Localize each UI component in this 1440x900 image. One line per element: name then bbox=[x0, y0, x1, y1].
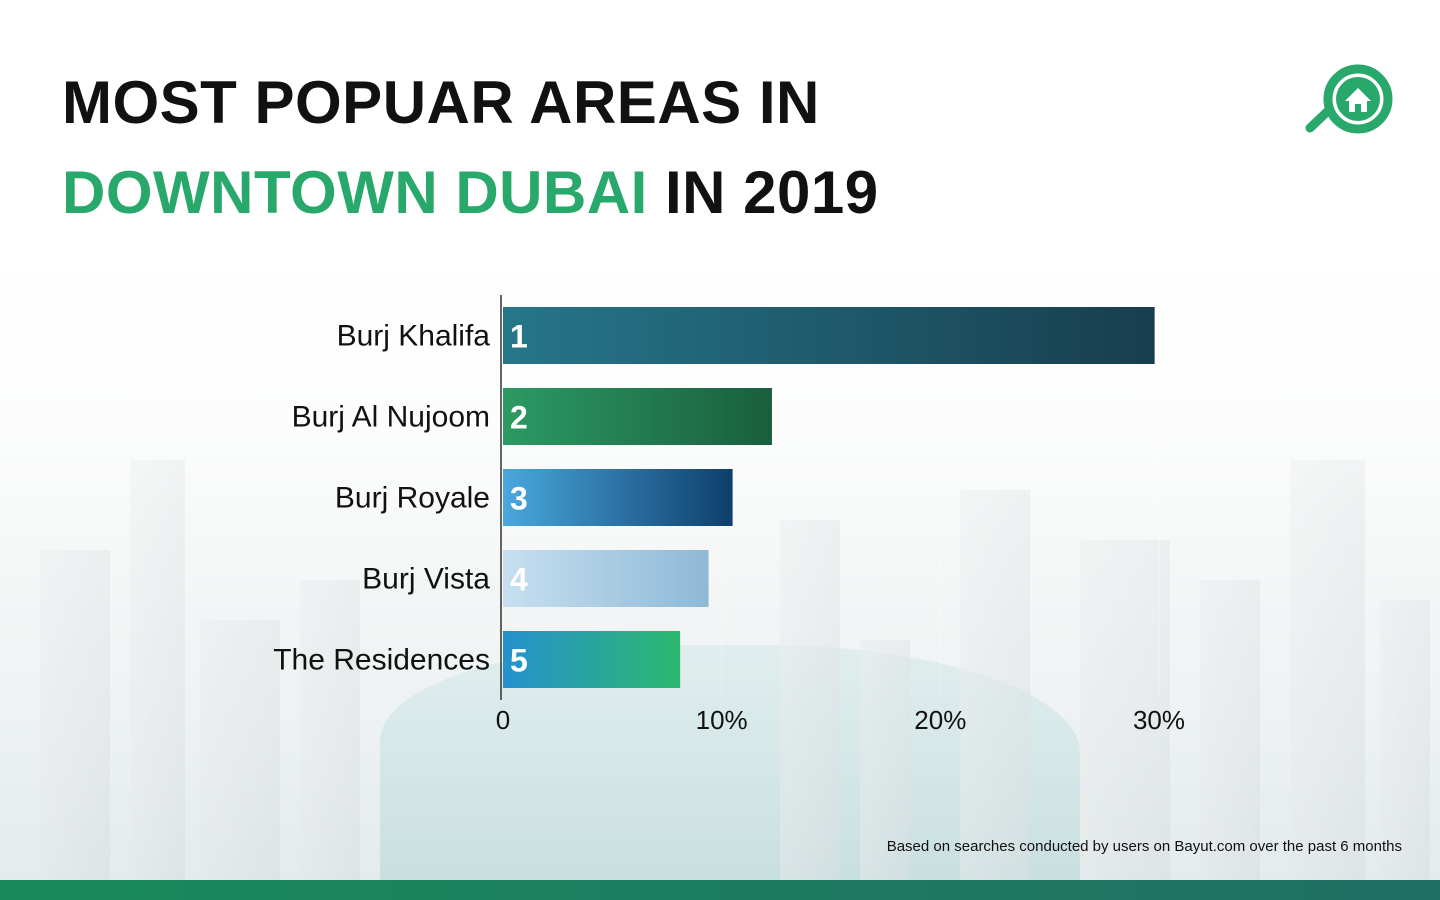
bar-rank-label: 1 bbox=[510, 319, 528, 355]
category-label: Burj Vista bbox=[362, 563, 490, 596]
bar-rank-label: 5 bbox=[510, 643, 528, 679]
bar-chart: 1 2 3 4 5 Burj Khalifa Burj Al Nujoom Burj Roy… bbox=[273, 295, 1185, 735]
bar-5 bbox=[503, 631, 681, 688]
bar-rank-label: 2 bbox=[510, 400, 528, 436]
bar-rank-label: 4 bbox=[510, 562, 528, 598]
category-label: Burj Royale bbox=[335, 482, 490, 515]
bar-3 bbox=[503, 469, 733, 526]
x-tick-label: 10% bbox=[696, 705, 748, 735]
x-tick-label: 20% bbox=[914, 705, 966, 735]
x-tick-label: 30% bbox=[1133, 705, 1185, 735]
title-highlight: DOWNTOWN DUBAI bbox=[62, 159, 648, 226]
page-title: MOST POPUAR AREAS IN DOWNTOWN DUBAI IN 2… bbox=[62, 58, 879, 238]
title-line-2-rest: IN 2019 bbox=[647, 159, 879, 226]
bar-2 bbox=[503, 388, 772, 445]
house-magnifier-icon bbox=[1305, 64, 1393, 134]
category-label: The Residences bbox=[273, 644, 490, 677]
bar-1 bbox=[503, 307, 1155, 364]
bar-4 bbox=[503, 550, 709, 607]
source-footnote: Based on searches conducted by users on … bbox=[886, 838, 1402, 855]
x-tick-label: 0 bbox=[496, 705, 510, 735]
category-label: Burj Al Nujoom bbox=[292, 401, 490, 434]
bottom-accent-bar bbox=[0, 880, 1440, 900]
bar-rank-label: 3 bbox=[510, 481, 528, 517]
category-label: Burj Khalifa bbox=[337, 320, 491, 353]
title-line-1: MOST POPUAR AREAS IN bbox=[62, 69, 820, 136]
